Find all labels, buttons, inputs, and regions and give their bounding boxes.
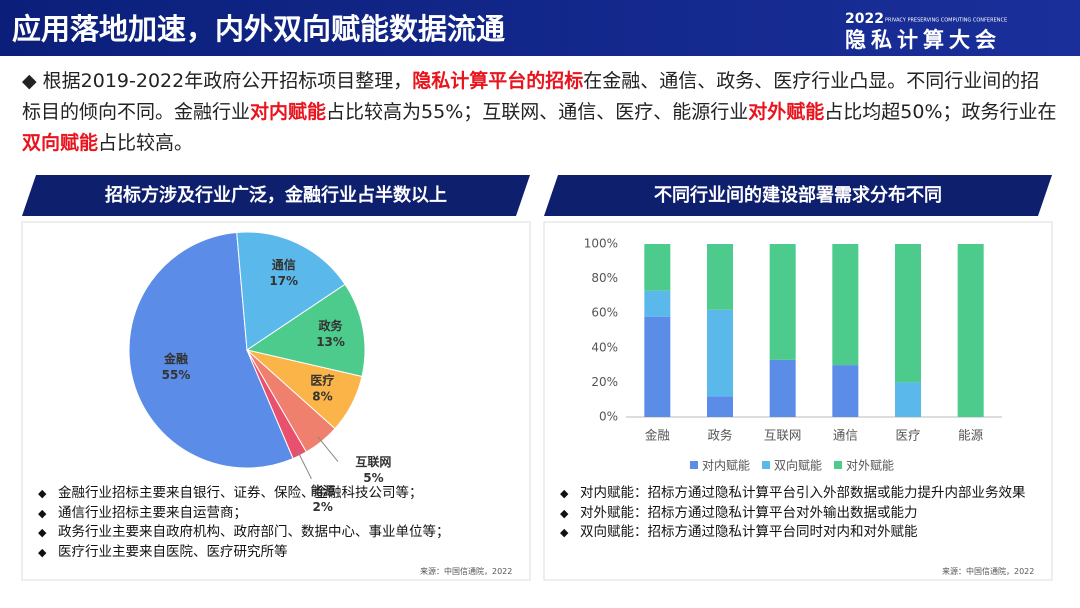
x-tick-label: 能源 bbox=[958, 428, 984, 443]
bar-segment bbox=[769, 244, 796, 360]
slice-label: 通信 bbox=[272, 257, 296, 272]
note-item: 金融行业招标主要来自银行、证券、保险、金融科技公司等； bbox=[38, 484, 528, 504]
y-tick-label: 100% bbox=[584, 237, 618, 251]
section-banner bbox=[544, 175, 1052, 216]
y-tick-label: 80% bbox=[591, 271, 618, 285]
x-tick-label: 通信 bbox=[833, 428, 858, 443]
source: 来源：中国信通院，2022 bbox=[942, 567, 1035, 576]
chart-title: 不同行业间的建设部署需求分布不同 bbox=[654, 184, 942, 206]
intro-segment: 对外赋能 bbox=[748, 101, 825, 123]
note-item: 政务行业主要来自政府机构、政府部门、数据中心、事业单位等； bbox=[38, 523, 528, 543]
intro-segment: 隐私计算平台的招标 bbox=[412, 70, 584, 92]
intro-segment: 对内赋能 bbox=[250, 101, 327, 123]
bar-segment bbox=[707, 244, 733, 310]
note-item: 对内赋能：招标方通过隐私计算平台引入外部数据或能力提升内部业务效果 bbox=[560, 484, 1045, 504]
bar-segment bbox=[707, 309, 733, 397]
note-item: 双向赋能：招标方通过隐私计算平台同时对内和对外赋能 bbox=[560, 523, 1045, 543]
section-banner bbox=[22, 175, 530, 216]
slice-value: 17% bbox=[269, 274, 298, 288]
bar-segment bbox=[832, 244, 859, 366]
legend-label: 对外赋能 bbox=[846, 459, 894, 473]
panel bbox=[543, 221, 1053, 581]
x-tick-label: 医疗 bbox=[895, 428, 920, 443]
y-tick-label: 20% bbox=[591, 375, 618, 389]
bar-segment bbox=[769, 359, 796, 417]
pie-slice bbox=[128, 231, 294, 469]
intro-segment: 占比均超50%；政务行业在 bbox=[824, 101, 1057, 123]
bar-segment bbox=[644, 316, 671, 417]
slice-label: 互联网 bbox=[355, 455, 391, 469]
bar-segment bbox=[644, 290, 671, 317]
source: 来源：中国信通院，2022 bbox=[420, 567, 513, 576]
bar-segment bbox=[644, 244, 671, 291]
chart-title: 招标方涉及行业广泛，金融行业占半数以上 bbox=[105, 184, 447, 206]
legend-swatch bbox=[762, 461, 770, 469]
logo-name: 隐私计算大会 bbox=[845, 28, 1001, 52]
note-item: 对外赋能：招标方通过隐私计算平台对外输出数据或能力 bbox=[560, 504, 1045, 524]
y-tick-label: 0% bbox=[599, 410, 618, 424]
logo-year: 2022 bbox=[845, 11, 884, 27]
intro-segment: 占比较高。 bbox=[98, 132, 194, 154]
intro-segment: 占比较高为55%；互联网、通信、医疗、能源行业 bbox=[326, 101, 749, 123]
pie-slice bbox=[236, 231, 346, 351]
slice-label: 政务 bbox=[319, 318, 344, 333]
bar-segment bbox=[895, 382, 921, 417]
slice-value: 55% bbox=[162, 368, 191, 382]
slice-label: 医疗 bbox=[310, 373, 334, 388]
legend-swatch bbox=[834, 461, 842, 469]
y-tick-label: 60% bbox=[591, 306, 618, 320]
slice-value: 8% bbox=[312, 390, 332, 404]
y-tick-label: 40% bbox=[591, 340, 618, 354]
leader-line bbox=[317, 436, 339, 462]
slide-title: 应用落地加速，内外双向赋能数据流通 bbox=[12, 12, 505, 46]
legend-swatch bbox=[690, 461, 698, 469]
intro-text: 根据2019-2022年政府公开招标项目整理，隐私计算平台的招标在金融、通信、政… bbox=[22, 66, 1057, 159]
panel bbox=[21, 221, 531, 581]
legend-label: 对内赋能 bbox=[702, 459, 750, 473]
notes: 金融行业招标主要来自银行、证券、保险、金融科技公司等；通信行业招标主要来自运营商… bbox=[38, 484, 528, 562]
bar-segment bbox=[707, 396, 733, 417]
intro-segment: 双向赋能 bbox=[22, 132, 99, 154]
x-tick-label: 金融 bbox=[645, 428, 671, 443]
note-item: 医疗行业主要来自医院、医疗研究所等 bbox=[38, 543, 528, 563]
intro-segment: 在金融、通信、政务、医疗行业凸显。不同行业间的招标目的倾向不同。金融行业 bbox=[22, 70, 1040, 123]
header-band bbox=[0, 0, 1080, 56]
legend-label: 双向赋能 bbox=[774, 458, 822, 473]
logo-subtitle: PRIVACY PRESERVING COMPUTING CONFERENCE bbox=[885, 18, 1007, 24]
x-tick-label: 互联网 bbox=[764, 428, 802, 443]
intro-segment: 根据2019-2022年政府公开招标项目整理， bbox=[42, 70, 413, 92]
bar-segment bbox=[832, 365, 859, 417]
slice-value: 13% bbox=[316, 335, 345, 349]
notes: 对内赋能：招标方通过隐私计算平台引入外部数据或能力提升内部业务效果对外赋能：招标… bbox=[560, 484, 1045, 543]
note-item: 通信行业招标主要来自运营商； bbox=[38, 504, 528, 524]
slice-label: 金融 bbox=[163, 351, 188, 366]
pie-slice bbox=[245, 283, 366, 378]
slice-value: 5% bbox=[363, 471, 383, 485]
bar-segment bbox=[895, 244, 921, 383]
x-tick-label: 政务 bbox=[707, 428, 732, 443]
leader-line bbox=[296, 450, 312, 479]
bar-segment bbox=[957, 244, 984, 417]
